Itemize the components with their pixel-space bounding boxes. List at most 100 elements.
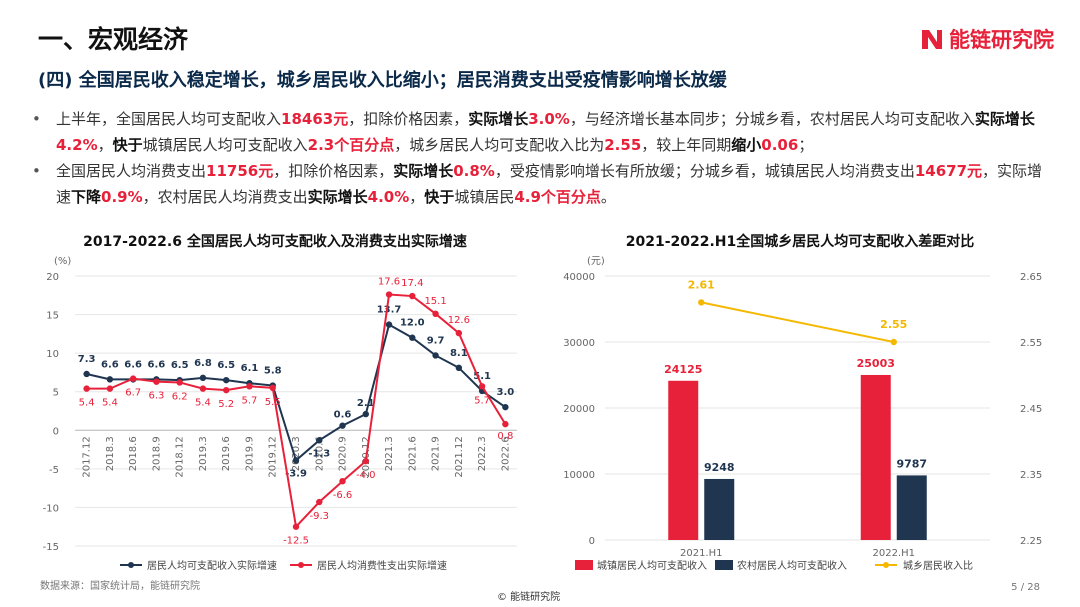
y-tick-label: 15 [46,311,59,322]
data-point [199,374,207,382]
ratio-line [701,301,894,343]
data-label: 5.4 [79,398,95,409]
y-tick-label: -10 [43,503,59,514]
y2-tick-label: 2.55 [1020,338,1042,349]
bullet-run: ，与经济增长基本同步；分城乡看，农村居民人均可支配收入 [569,110,975,128]
bullet-dot: • [32,110,41,128]
data-label: 15.1 [424,296,446,307]
x-tick-label: 2019.9 [244,436,255,471]
bullet-run: 全国居民人均消费支出 [56,162,207,180]
y-tick-label: 30000 [563,338,595,349]
highlight-text: 2.3个百分点 [307,136,395,154]
bullet-run: ，城乡居民人均可支配收入比为 [394,136,605,154]
data-label: 6.6 [124,359,142,370]
bullet-run: ，农村居民人均消费支出 [142,188,308,206]
x-tick-label: 2018.3 [105,436,116,471]
data-label: 9.7 [427,335,445,346]
legend-swatch [715,560,733,570]
data-point [316,498,323,506]
data-label: 5.1 [473,371,491,382]
data-point [455,364,463,371]
y-tick-label: 40000 [563,272,595,283]
data-label: 12.6 [448,315,470,326]
highlight-text: 4.0% [367,188,410,206]
x-tick-label: 2020.9 [338,436,349,471]
data-point [106,385,114,392]
data-point [292,523,300,530]
data-label: -3.9 [285,468,307,479]
x-tick-label: 2019.6 [221,436,232,471]
data-point [478,383,486,390]
legend-swatch [575,560,593,570]
highlight-text: 2.55 [604,136,642,154]
highlight-text: 缩小 [731,136,762,154]
bar [896,475,927,540]
bar-value-label: 9248 [704,461,735,474]
highlight-text: 18463元 [281,110,349,128]
bullet-run: ，实际增速 [56,162,1043,206]
data-label: 17.4 [401,278,423,289]
bar [704,478,735,540]
data-label: 6.3 [148,391,164,402]
data-point [409,334,416,341]
x-tick-label: 2021.12 [454,436,465,477]
x-tick-label: 2019.12 [268,436,279,477]
bar-value-label: 9787 [896,457,927,470]
data-label: 6.8 [194,358,212,369]
legend-label: 农村居民人均可支配收入 [737,559,847,572]
highlight-text: 实际增长 [974,110,1035,128]
bullet-run: ， [97,136,113,154]
legend-label: 居民人均可支配收入实际增速 [147,559,277,572]
data-label: -12.5 [283,536,309,547]
bullet-dot: • [32,162,41,180]
data-point [385,321,393,328]
y2-tick-label: 2.25 [1020,536,1042,547]
highlight-text: 下降 [71,188,102,206]
y-tick-label: 0 [589,536,595,547]
x-tick-label: 2017.12 [82,436,93,477]
bullet-run: ； [798,136,814,154]
x-tick-label: 2021.9 [431,436,442,471]
data-point [432,352,439,359]
data-point [339,478,346,485]
data-label: 5.4 [195,398,211,409]
data-point [269,384,276,392]
data-label: -4.0 [356,470,376,481]
data-label: 6.6 [148,359,166,370]
data-label: 0.8 [497,431,513,442]
highlight-text: 11756元 [206,162,274,180]
y2-tick-label: 2.35 [1020,470,1042,481]
y-tick-label: -5 [49,465,59,476]
copyright: © 能链研究院 [497,592,561,603]
highlight-text: 快于 [424,188,455,206]
bullet-text: 全国居民人均消费支出11756元，扣除价格因素，实际增长0.8%，受疫情影响增长… [56,162,1042,206]
data-label: 5.4 [102,398,118,409]
data-point [106,376,114,383]
data-label: 6.1 [241,363,259,374]
data-point [223,376,230,384]
bullet-income: • 上半年，全国居民人均可支配收入18463元，扣除价格因素，实际增长3.0%，与… [32,106,1052,158]
data-point [292,457,300,464]
y-tick-label: 5 [53,388,59,399]
data-label: 5.7 [474,395,490,406]
bullet-run: ，扣除价格因素， [273,162,394,180]
bullet-run: 上半年，全国居民人均可支配收入 [56,110,282,128]
data-point [83,370,90,378]
data-point [409,292,416,300]
bullet-run: ，扣除价格因素， [348,110,469,128]
data-point [223,386,230,394]
y-tick-label: -15 [43,542,59,553]
legend-label: 居民人均消费性支出实际增速 [317,559,447,572]
data-point [199,385,207,392]
data-point [339,422,346,429]
highlight-text: 0.9% [101,188,143,206]
x-tick-label: 2022.6 [500,436,511,471]
y-tick-label: 10 [46,349,59,360]
bar [668,380,699,540]
data-label: -6.6 [333,490,353,501]
growth-line-chart: 2017-2022.6 全国居民人均可支配收入及消费支出实际增速 (%) -15 -1… [43,233,517,572]
data-point [502,420,509,428]
data-label: 6.5 [171,360,189,371]
bullet-consumption: • 全国居民人均消费支出11756元，扣除价格因素，实际增长0.8%，受疫情影响增… [32,158,1052,210]
y-axis-unit: (%) [54,256,71,267]
